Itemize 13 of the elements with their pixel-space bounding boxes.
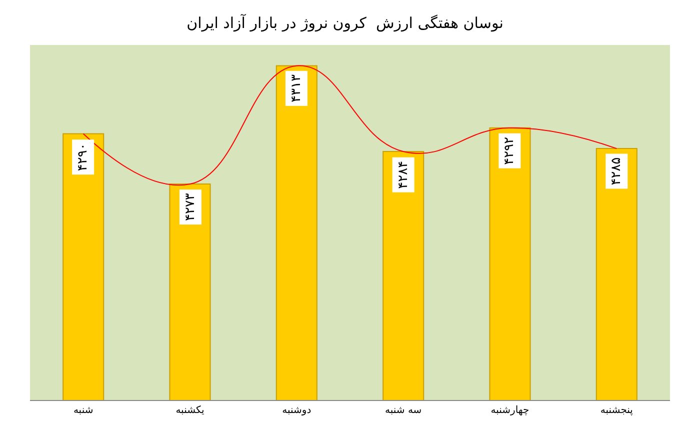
x-tick-label: سه شنبه	[384, 405, 422, 416]
x-tick-label: شنبه	[73, 405, 94, 416]
data-label: ۴۲۸۵	[609, 157, 624, 186]
x-tick-label: پنجشنبه	[600, 405, 634, 416]
data-label: ۴۲۹۲	[502, 136, 518, 165]
data-label: ۴۲۸۴	[396, 160, 411, 189]
data-label: ۴۲۷۳	[182, 193, 198, 222]
x-tick-label: چهارشنبه	[490, 405, 530, 416]
x-tick-label: دوشنبه	[282, 405, 312, 416]
chart-title: نوسان هفتگی ارزش کرون نروژ در بازار آزاد ایران	[186, 12, 504, 32]
x-tick-label: یکشنبه	[176, 405, 205, 416]
data-label: ۴۲۹۰	[76, 143, 91, 172]
data-label: ۴۳۱۳	[288, 74, 304, 102]
